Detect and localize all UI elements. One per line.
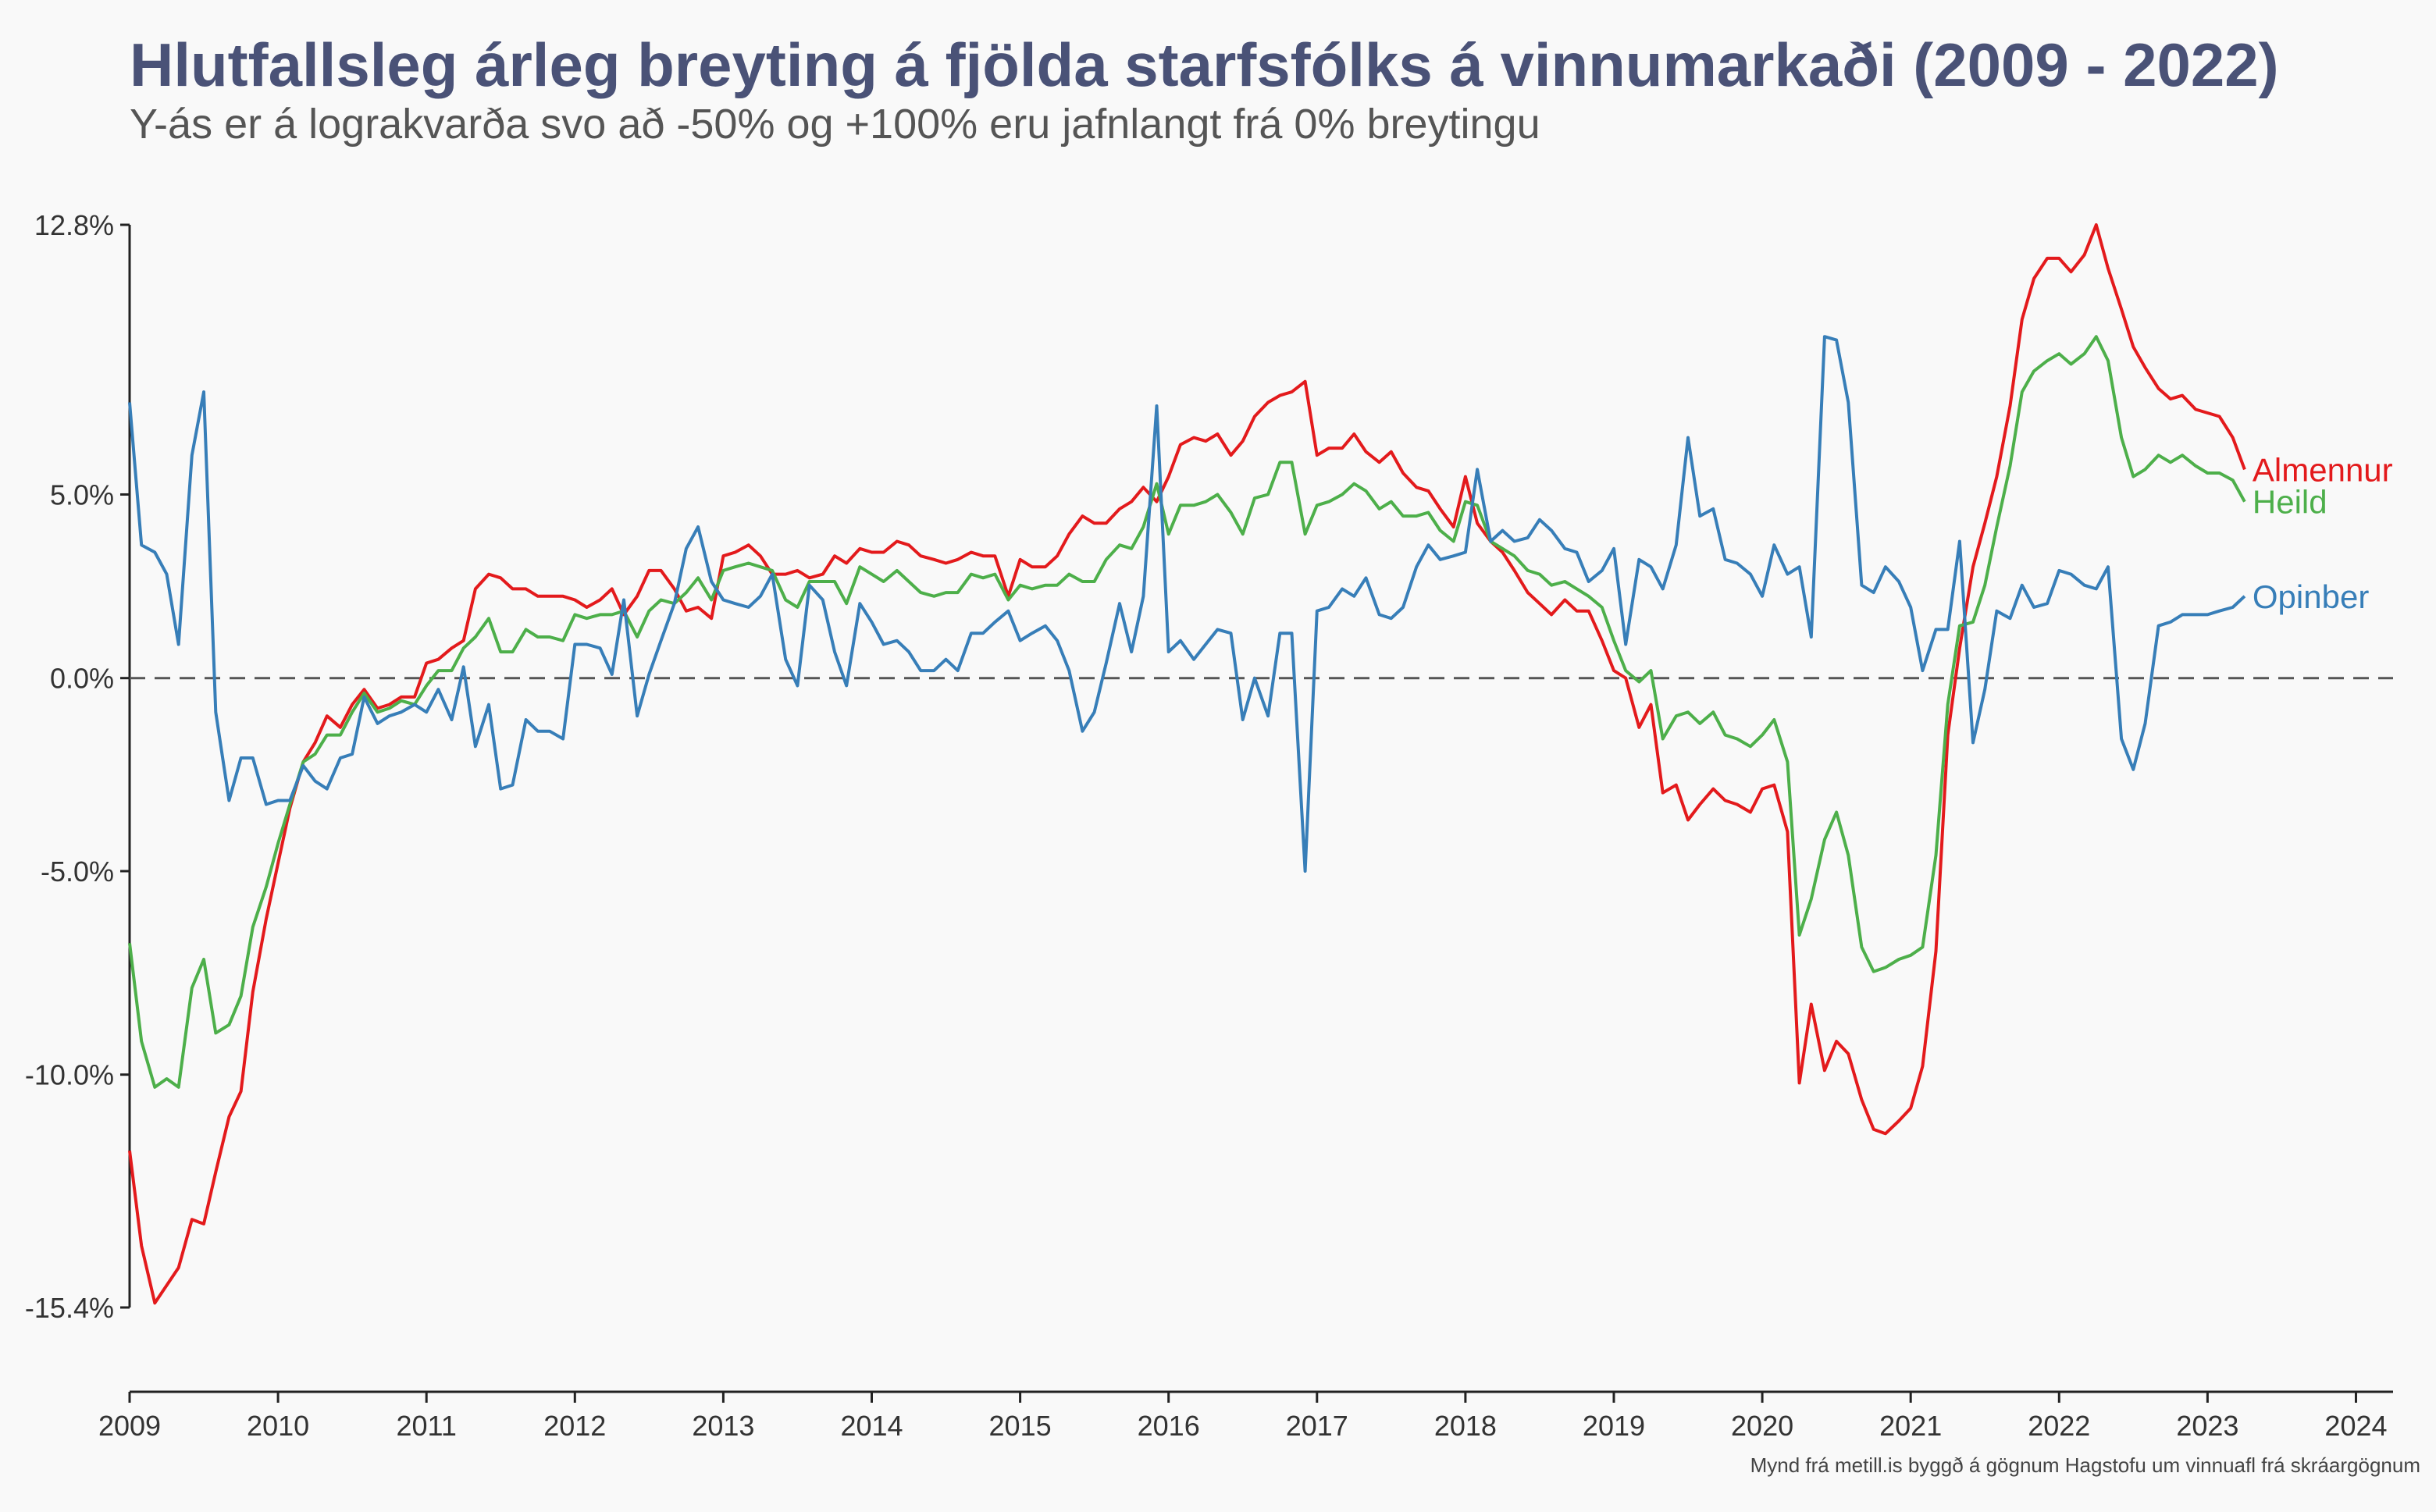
- y-tick-label: 5.0%: [50, 479, 114, 511]
- source-caption: Mynd frá metill.is byggð á gögnum Hagsto…: [1750, 1453, 2420, 1477]
- chart-series: [128, 223, 2246, 1305]
- chart-axes: 12.8% 5.0% 0.0% -5.0% -10.0% -15.4% 2009 2010 20…: [25, 209, 2393, 1442]
- series-label-opinber: Opinber: [2253, 578, 2369, 615]
- series-line-almennur: [128, 223, 2246, 1305]
- series-line-heild: [128, 335, 2246, 1089]
- chart-subtitle: Y-ás er á lograkvarða svo að -50% og +10…: [130, 101, 1540, 148]
- series-line-opinber: [128, 335, 2246, 873]
- x-tick-label: 2024: [2324, 1410, 2387, 1442]
- series-label-heild: Heild: [2253, 484, 2327, 521]
- x-tick-label: 2011: [396, 1410, 456, 1442]
- x-tick-label: 2015: [989, 1410, 1052, 1442]
- x-tick-label: 2022: [2028, 1410, 2090, 1442]
- y-tick-label: -15.4%: [25, 1292, 114, 1324]
- x-tick-label: 2017: [1286, 1410, 1348, 1442]
- x-tick-label: 2010: [247, 1410, 309, 1442]
- x-tick-label: 2020: [1731, 1410, 1793, 1442]
- x-tick-label: 2014: [840, 1410, 903, 1442]
- x-tick-label: 2012: [543, 1410, 606, 1442]
- x-tick-label: 2019: [1583, 1410, 1645, 1442]
- y-tick-label: 0.0%: [50, 663, 114, 695]
- series-label-almennur: Almennur: [2253, 451, 2393, 488]
- chart-title: Hlutfallsleg árleg breyting á fjölda sta…: [130, 30, 2279, 99]
- x-tick-label: 2018: [1434, 1410, 1497, 1442]
- x-tick-label: 2021: [1879, 1410, 1942, 1442]
- y-tick-label: -5.0%: [41, 856, 114, 888]
- x-tick-label: 2016: [1138, 1410, 1200, 1442]
- y-tick-label: 12.8%: [34, 209, 114, 241]
- x-tick-label: 2013: [692, 1410, 754, 1442]
- x-tick-label: 2023: [2176, 1410, 2238, 1442]
- x-tick-label: 2009: [98, 1410, 161, 1442]
- y-tick-label: -10.0%: [25, 1059, 114, 1091]
